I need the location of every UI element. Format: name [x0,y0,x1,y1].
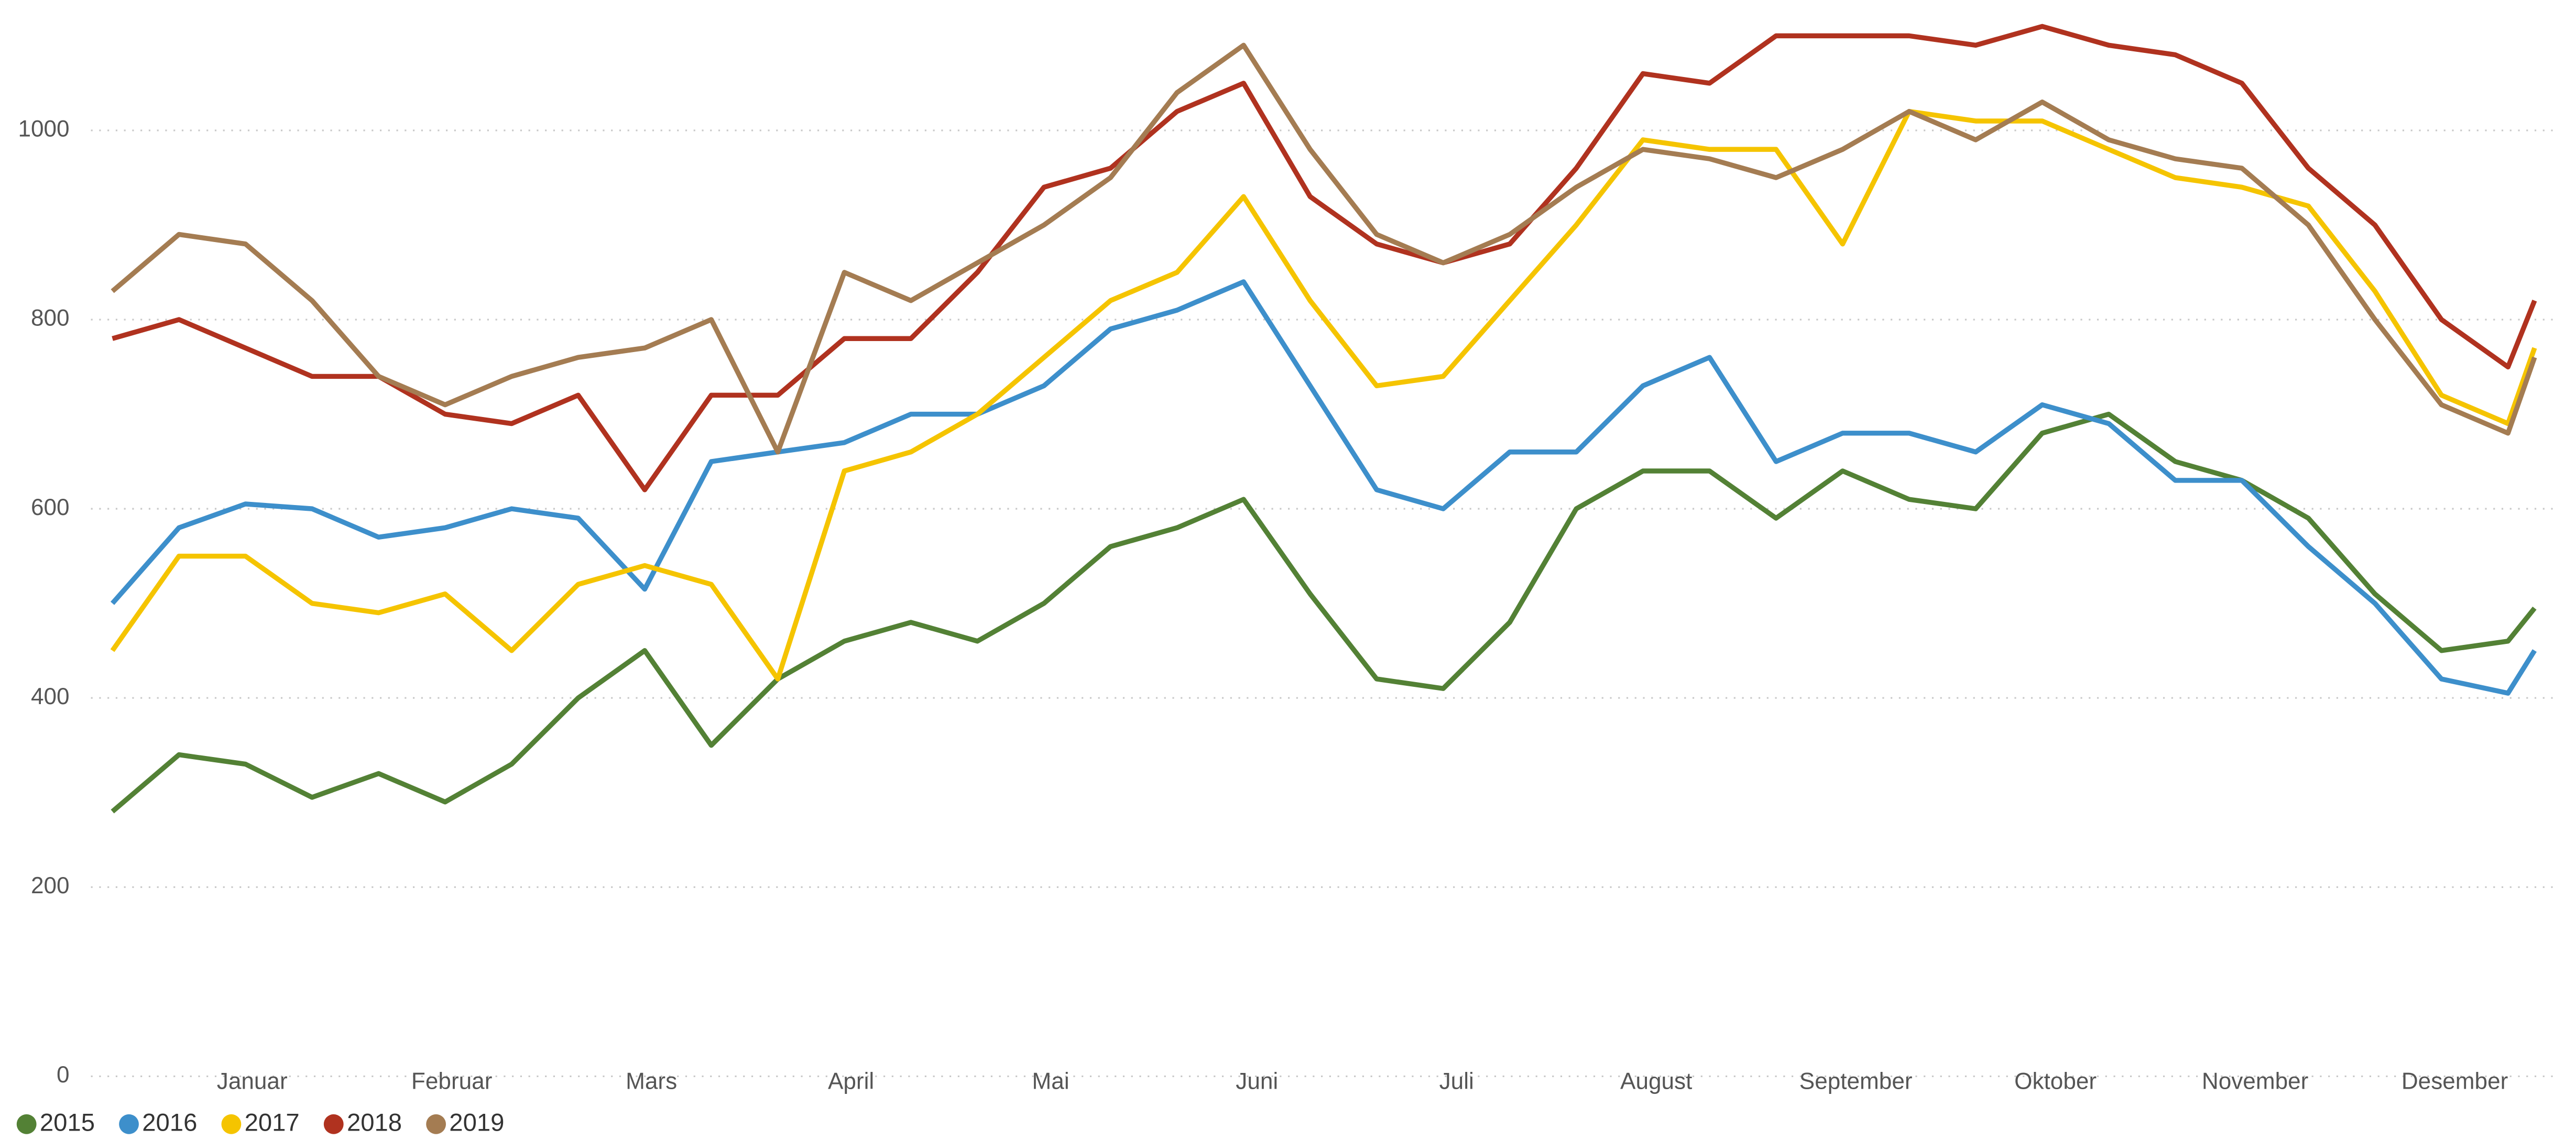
x-tick-label: Desember [2402,1069,2508,1094]
legend-marker [323,1114,344,1134]
legend-marker [119,1114,139,1134]
x-tick-label: April [828,1069,874,1094]
y-tick-label: 200 [31,873,70,898]
series-line [110,279,2537,696]
legend-marker [16,1114,37,1134]
legend-label: 2018 [347,1109,402,1136]
series-line [111,411,2537,814]
x-tick-label: Januar [217,1069,288,1094]
y-tick-label: 400 [31,684,70,709]
y-tick-label: 0 [57,1062,70,1088]
x-tick-label: Februar [411,1069,492,1094]
series-line [112,24,2537,492]
legend-label: 2016 [142,1109,197,1136]
x-tick-label: Juli [1439,1069,1474,1094]
x-tick-label: Oktober [2014,1069,2097,1094]
legend-label: 2015 [40,1109,95,1136]
x-tick-label: September [1799,1069,1913,1094]
series-line [111,42,2537,455]
legend-label: 2019 [449,1109,504,1136]
legend-marker [426,1114,446,1134]
x-tick-label: Mai [1032,1069,1069,1094]
x-tick-label: August [1620,1069,1692,1094]
x-tick-label: Juni [1236,1069,1278,1094]
x-tick-label: November [2202,1069,2308,1094]
y-tick-label: 1000 [18,116,69,142]
y-tick-label: 600 [31,495,70,520]
legend-label: 2017 [245,1109,300,1136]
legend-marker [221,1114,242,1134]
x-tick-label: Mars [626,1069,677,1094]
series-line [110,108,2537,682]
y-tick-label: 800 [31,305,70,331]
